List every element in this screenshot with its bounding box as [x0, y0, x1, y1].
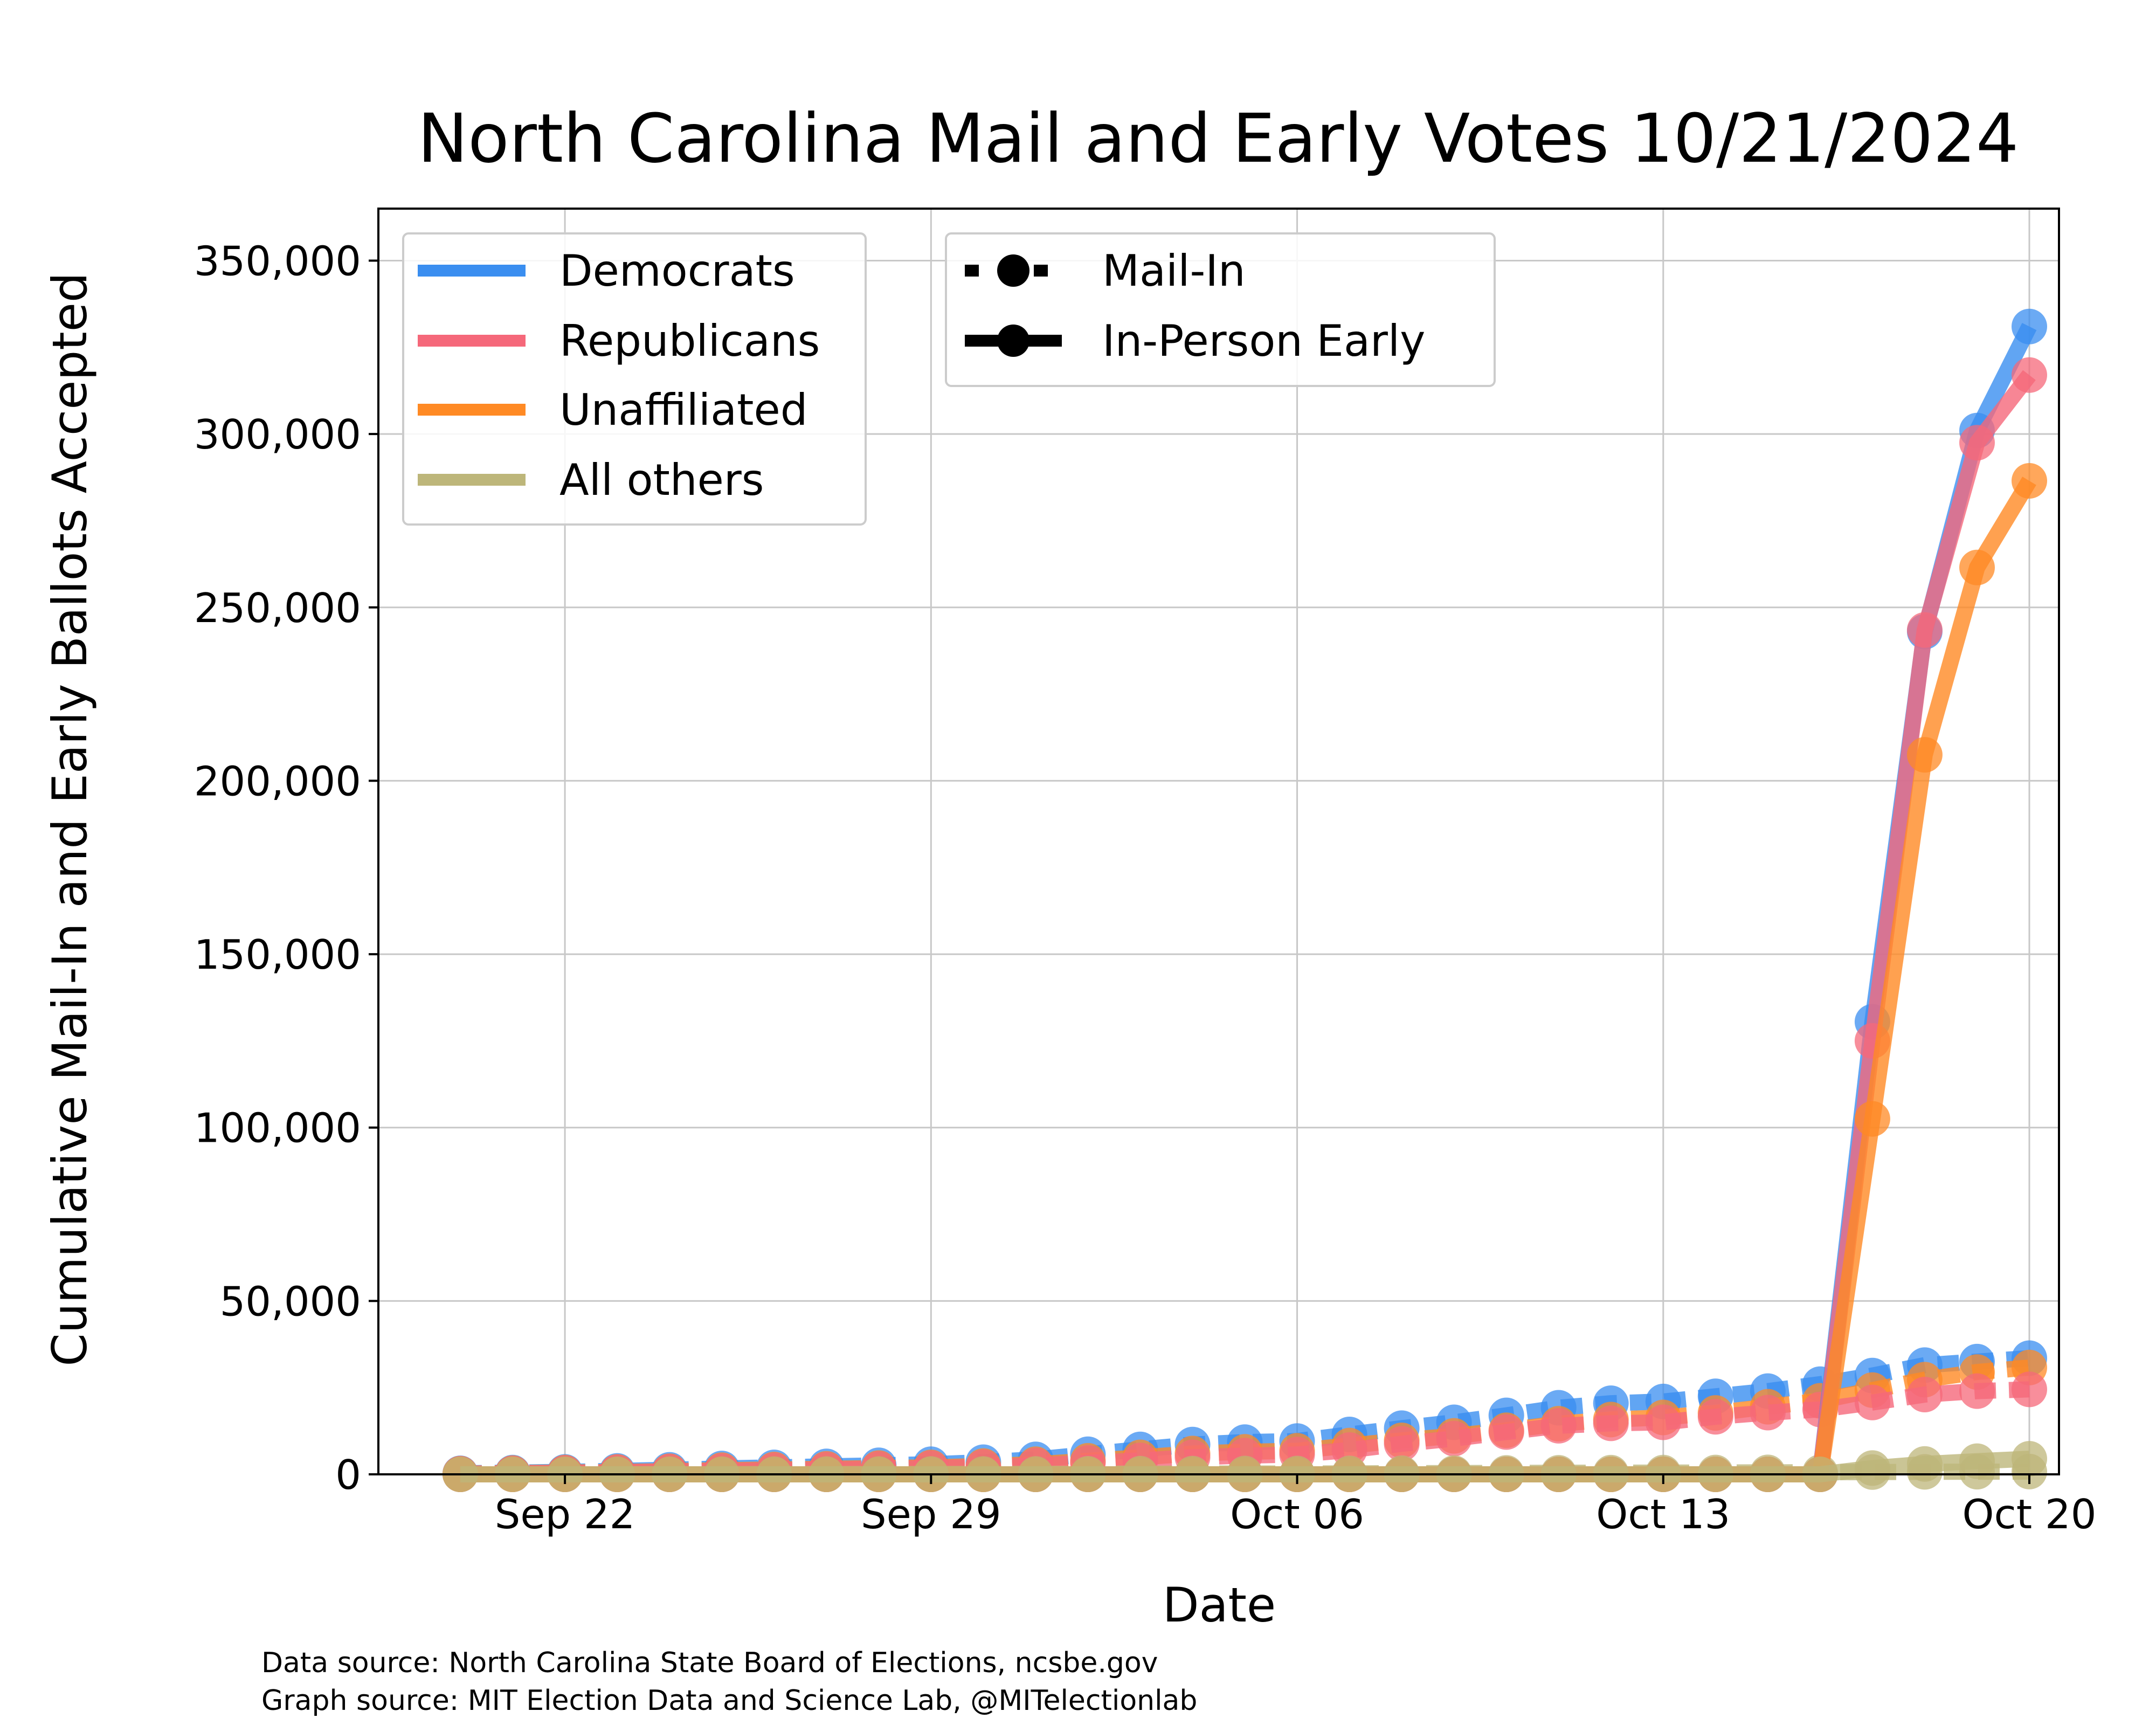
point-republicans-mail-in [1750, 1395, 1786, 1431]
point-republicans-mail-in [1593, 1405, 1629, 1441]
point-all-others-in-person-early [1854, 1450, 1890, 1486]
point-republicans-in-person-early [1959, 425, 1995, 461]
y-tick-label: 150,000 [194, 931, 361, 978]
x-axis-label: Date [1163, 1577, 1276, 1633]
point-unaffiliated-in-person-early [1906, 737, 1943, 773]
axis-ticks: 0 50,000 100,000 150,000 200,000 250,000 300,0… [194, 237, 2097, 1538]
x-tick-label: Oct 06 [1230, 1491, 1364, 1538]
legend-label-mail-in: Mail-In [1102, 246, 1246, 296]
x-tick-label: Oct 20 [1962, 1491, 2097, 1538]
y-tick-label: 350,000 [194, 237, 361, 285]
point-republicans-mail-in [2012, 1371, 2047, 1407]
point-republicans-mail-in [1384, 1426, 1420, 1462]
point-unaffiliated-in-person-early [1959, 549, 1995, 585]
legend-marker-in-person-early [997, 325, 1029, 357]
y-axis-label: Cumulative Mail-In and Early Ballots Acc… [42, 272, 98, 1366]
point-unaffiliated-in-person-early [2012, 463, 2047, 499]
point-republicans-mail-in [1436, 1420, 1472, 1457]
y-tick-label: 250,000 [194, 584, 361, 632]
point-republicans-mail-in [1906, 1377, 1943, 1412]
point-all-others-in-person-early [1959, 1443, 1995, 1479]
source-line-graph: Graph source: MIT Election Data and Scie… [261, 1685, 1197, 1717]
point-republicans-in-person-early [1906, 612, 1943, 648]
legend-styles-box [945, 232, 1496, 387]
legend-label-republicans: Republicans [559, 316, 820, 366]
point-unaffiliated-in-person-early [1854, 1101, 1890, 1137]
legend-parties-box [402, 232, 867, 526]
legend-label-all-others: All others [559, 455, 764, 505]
point-republicans-mail-in [1488, 1414, 1524, 1450]
point-republicans-in-person-early [2012, 357, 2047, 393]
y-tick-label: 100,000 [194, 1105, 361, 1152]
legend-marker-mail-in [997, 254, 1029, 287]
source-line-data: Data source: North Carolina State Board … [261, 1647, 1158, 1679]
legend-label-unaffiliated: Unaffiliated [559, 385, 807, 435]
legend-label-democrats: Democrats [559, 246, 795, 296]
legend-label-in-person-early: In-Person Early [1102, 316, 1425, 366]
point-democrats-in-person-early [2012, 308, 2047, 344]
point-republicans-mail-in [1959, 1373, 1995, 1409]
point-republicans-mail-in [1697, 1399, 1733, 1435]
point-all-others-in-person-early [1906, 1446, 1943, 1482]
y-tick-label: 200,000 [194, 757, 361, 805]
x-tick-label: Sep 29 [861, 1491, 1001, 1538]
point-republicans-mail-in [1645, 1404, 1681, 1440]
point-republicans-mail-in [1540, 1407, 1577, 1444]
legend-parties: Democrats Republicans Unaffiliated All o… [402, 232, 867, 526]
y-tick-label: 0 [335, 1451, 361, 1499]
point-all-others-in-person-early [2012, 1441, 2047, 1477]
chart-title: North Carolina Mail and Early Votes 10/2… [418, 100, 2019, 178]
y-tick-label: 50,000 [220, 1278, 361, 1325]
x-tick-label: Oct 13 [1596, 1491, 1730, 1538]
y-tick-label: 300,000 [194, 411, 361, 458]
point-republicans-mail-in [1854, 1384, 1890, 1420]
plot-frame [377, 208, 2060, 1475]
x-tick-label: Sep 22 [495, 1491, 635, 1538]
legend-styles: Mail-In In-Person Early [945, 232, 1496, 387]
